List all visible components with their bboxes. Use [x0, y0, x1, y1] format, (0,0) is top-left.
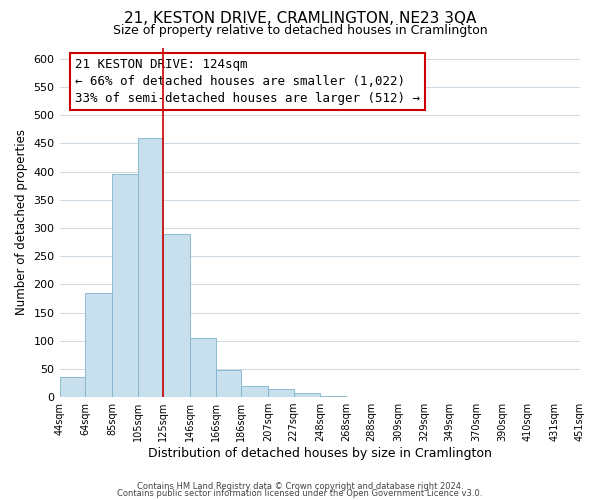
Bar	[371, 396, 398, 397]
X-axis label: Distribution of detached houses by size in Cramlington: Distribution of detached houses by size …	[148, 447, 492, 460]
Text: 21 KESTON DRIVE: 124sqm
← 66% of detached houses are smaller (1,022)
33% of semi: 21 KESTON DRIVE: 124sqm ← 66% of detache…	[75, 58, 420, 105]
Text: Contains HM Land Registry data © Crown copyright and database right 2024.: Contains HM Land Registry data © Crown c…	[137, 482, 463, 491]
Text: 21, KESTON DRIVE, CRAMLINGTON, NE23 3QA: 21, KESTON DRIVE, CRAMLINGTON, NE23 3QA	[124, 11, 476, 26]
Bar	[320, 396, 346, 397]
Bar	[85, 293, 112, 397]
Bar	[215, 370, 241, 397]
Bar	[137, 138, 163, 397]
Bar	[59, 378, 85, 397]
Bar	[241, 386, 268, 397]
Y-axis label: Number of detached properties: Number of detached properties	[15, 130, 28, 316]
Bar	[190, 338, 215, 397]
Text: Contains public sector information licensed under the Open Government Licence v3: Contains public sector information licen…	[118, 490, 482, 498]
Bar	[554, 396, 580, 397]
Text: Size of property relative to detached houses in Cramlington: Size of property relative to detached ho…	[113, 24, 487, 37]
Bar	[293, 392, 320, 397]
Bar	[346, 396, 371, 397]
Bar	[163, 234, 190, 397]
Bar	[112, 174, 137, 397]
Bar	[398, 396, 424, 397]
Bar	[268, 388, 293, 397]
